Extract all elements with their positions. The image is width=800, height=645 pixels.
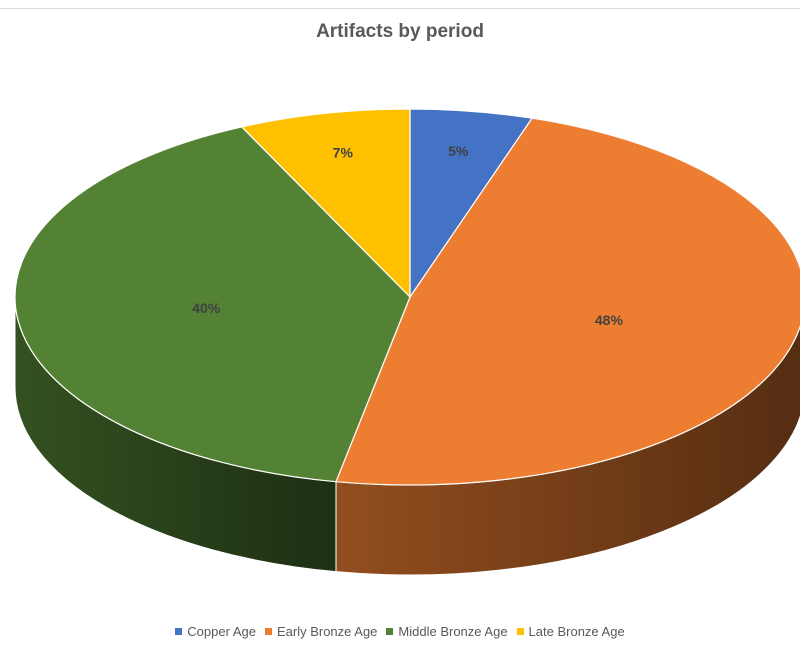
legend-label-early-bronze-age: Early Bronze Age — [276, 624, 378, 639]
pie-data-labels: 5% 48% 40% 7% — [192, 143, 623, 328]
legend-swatch-late-bronze-age — [516, 628, 524, 635]
legend-swatch-middle-bronze-age — [386, 628, 394, 635]
legend-item-late-bronze-age[interactable]: Late Bronze Age — [516, 624, 625, 639]
pie-slice-early-bronze-age[interactable] — [335, 117, 800, 486]
legend-label-middle-bronze-age: Middle Bronze Age — [398, 624, 508, 639]
pie-slice-middle-bronze-age[interactable] — [14, 126, 411, 483]
legend-swatch-early-bronze-age — [264, 628, 272, 635]
data-label-copper-age: 5% — [448, 143, 469, 159]
legend-label-copper-age: Copper Age — [187, 624, 256, 639]
data-label-early-bronze-age: 48% — [595, 312, 624, 328]
legend: Copper Age Early Bronze Age Middle Bronz… — [0, 624, 800, 639]
pie-slices — [14, 108, 800, 486]
chart-top-border — [0, 8, 800, 9]
legend-swatch-copper-age — [175, 628, 183, 635]
data-label-middle-bronze-age: 40% — [192, 300, 221, 316]
data-label-late-bronze-age: 7% — [333, 145, 354, 161]
legend-item-early-bronze-age[interactable]: Early Bronze Age — [264, 624, 378, 639]
legend-item-copper-age[interactable]: Copper Age — [175, 624, 256, 639]
legend-item-middle-bronze-age[interactable]: Middle Bronze Age — [386, 624, 508, 639]
pie-slice-late-bronze-age[interactable] — [240, 108, 411, 299]
legend-label-late-bronze-age: Late Bronze Age — [528, 624, 625, 639]
chart-title: Artifacts by period — [316, 21, 484, 42]
